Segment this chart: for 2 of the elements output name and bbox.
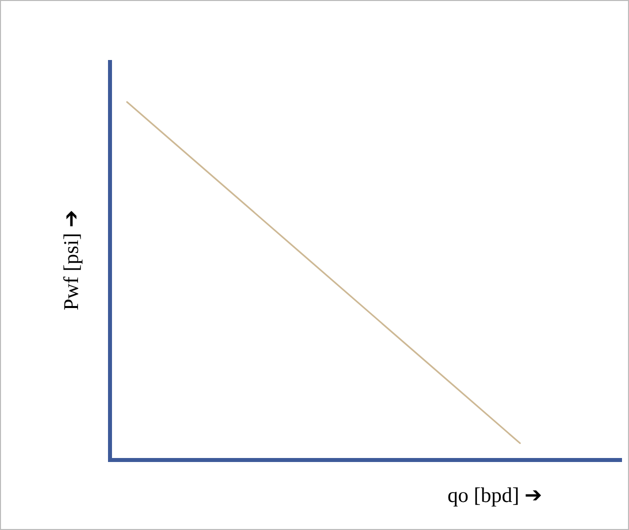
x-axis-title: qo [bpd] ➔: [448, 483, 542, 507]
y-axis-title: Pwf [psi] ➔: [59, 210, 83, 310]
